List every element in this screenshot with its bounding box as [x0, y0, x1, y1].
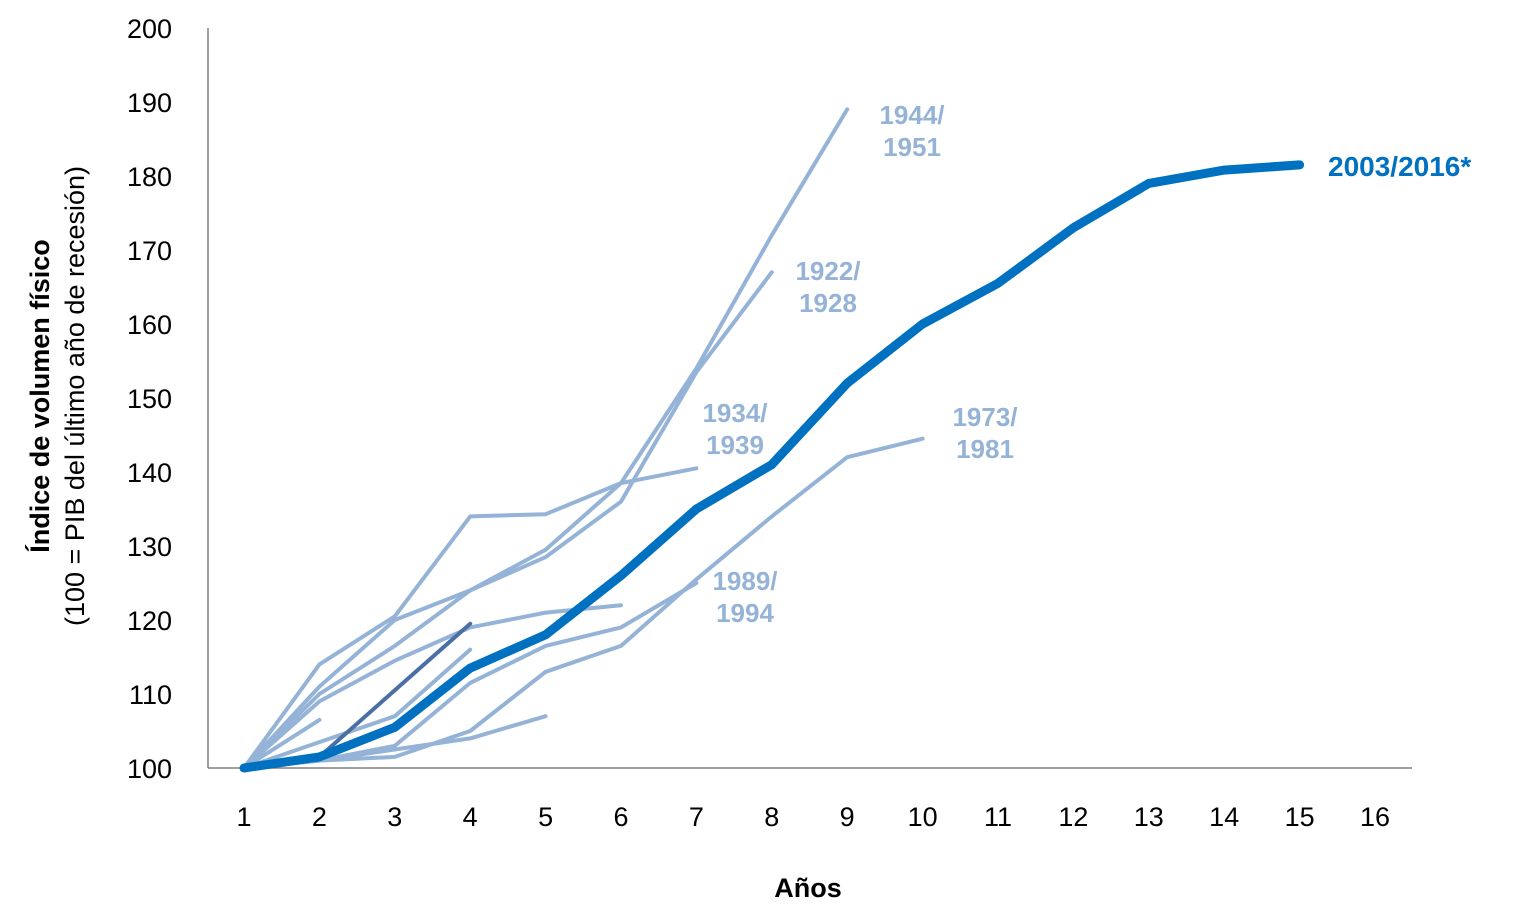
- y-tick-label: 200: [127, 14, 172, 44]
- series-line-1973-1981: [242, 436, 925, 770]
- series-label-1922-1928: 1922/1928: [795, 256, 860, 318]
- x-tick-label: 7: [689, 802, 704, 832]
- x-tick-label: 12: [1058, 802, 1088, 832]
- series-labels: 1944/1951 1922/1928 1934/1939 1973/1981 1989…: [702, 100, 1471, 628]
- y-tick-label: 150: [127, 384, 172, 414]
- y-axis-title: Índice de volumen físico: [24, 239, 55, 553]
- x-tick-label: 4: [463, 802, 478, 832]
- series-line-2003-2016: [239, 160, 1305, 773]
- series-label-1989-1994: 1989/1994: [712, 566, 777, 628]
- x-tick-label: 14: [1209, 802, 1239, 832]
- series-label-1934-1939: 1934/1939: [702, 398, 767, 460]
- series-line-5: [242, 603, 623, 770]
- y-tick-label: 190: [127, 88, 172, 118]
- y-tick-label: 130: [127, 532, 172, 562]
- series-lines: [239, 107, 1305, 773]
- y-tick-label: 170: [127, 236, 172, 266]
- series-line-8: [242, 717, 322, 770]
- x-tick-label: 1: [236, 802, 251, 832]
- y-tick-label: 120: [127, 606, 172, 636]
- y-tick-label: 140: [127, 458, 172, 488]
- series-line-1934-1939: [242, 466, 699, 770]
- x-tick-label: 3: [387, 802, 402, 832]
- x-tick-label: 6: [613, 802, 628, 832]
- series-label-1944-1951: 1944/1951: [879, 100, 944, 162]
- x-tick-label: 15: [1285, 802, 1315, 832]
- x-axis-title: Años: [774, 873, 842, 901]
- series-label-2003-2016: 2003/2016*: [1328, 151, 1471, 182]
- x-tick-label: 16: [1360, 802, 1390, 832]
- y-axis-ticks: 100 110 120 130 140 150 160 170 180 190 200: [127, 14, 172, 784]
- x-tick-label: 8: [764, 802, 779, 832]
- x-tick-label: 13: [1134, 802, 1164, 832]
- y-tick-label: 100: [127, 754, 172, 784]
- x-tick-label: 2: [312, 802, 327, 832]
- x-tick-label: 11: [984, 802, 1012, 832]
- y-tick-label: 180: [127, 162, 172, 192]
- y-tick-label: 110: [129, 680, 172, 710]
- x-tick-label: 10: [908, 802, 938, 832]
- x-tick-label: 9: [840, 802, 855, 832]
- axes: [207, 28, 1412, 769]
- x-tick-label: 5: [538, 802, 553, 832]
- x-axis-ticks: 1 2 3 4 5 6 7 8 9 10 11 12 13 14 15 16: [236, 802, 1390, 832]
- y-tick-label: 160: [127, 310, 172, 340]
- series-line-1944-1951: [242, 107, 850, 770]
- series-line-1922-1928: [242, 270, 774, 770]
- y-axis-subtitle: (100 = PIB del último año de recesión): [60, 166, 90, 626]
- series-line-6: [242, 647, 473, 770]
- series-label-1973-1981: 1973/1981: [952, 402, 1017, 464]
